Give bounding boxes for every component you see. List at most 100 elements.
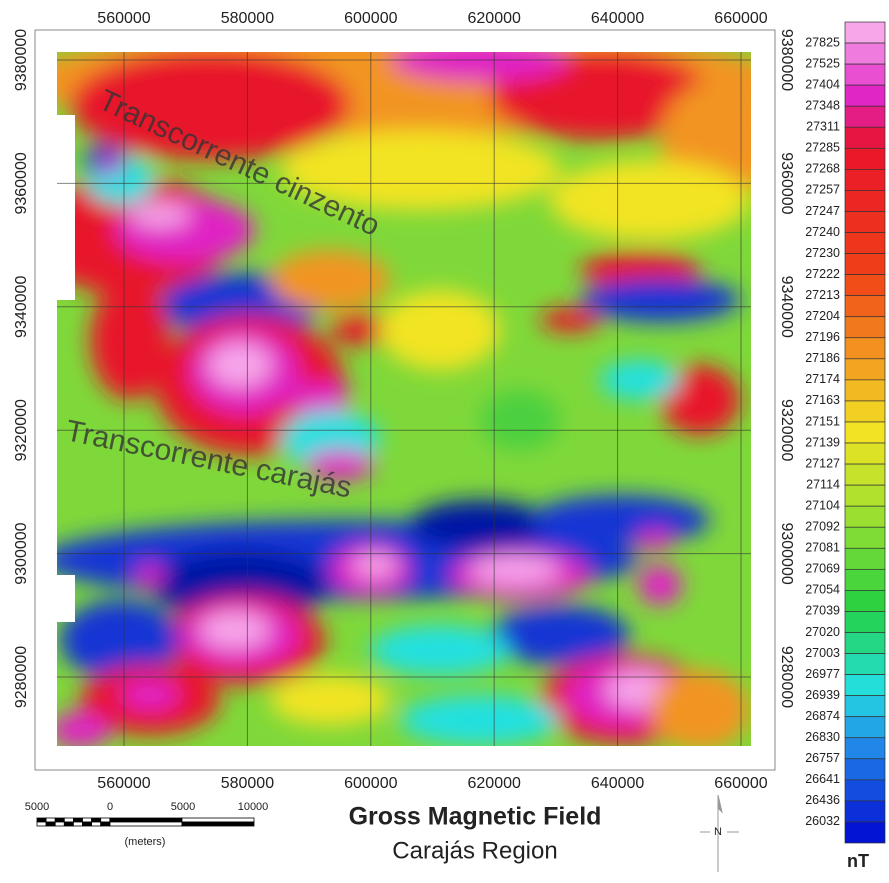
legend-swatch [845,233,885,254]
scale-bar: 5000 0 5000 10000 (meters) [25,801,269,848]
map-subtitle: Carajás Region [392,837,557,864]
legend-label: 26436 [805,793,840,807]
legend-label: 27092 [805,520,840,534]
legend-swatch [845,548,885,569]
legend-label: 27525 [805,56,840,70]
y-tick-label: 9280000 [13,646,30,708]
legend-label: 27285 [805,141,840,155]
scale-label: 5000 [171,801,195,813]
legend-label: 27003 [805,646,840,660]
y-tick-label: 9320000 [13,399,30,461]
y-tick-label: 9300000 [778,522,795,584]
legend-swatch [845,380,885,401]
map-title: Gross Magnetic Field [349,803,602,831]
legend-swatch [845,64,885,85]
legend-swatch [845,22,885,43]
legend-swatch [845,717,885,738]
legend-swatch [845,611,885,632]
legend-label: 27054 [805,583,840,597]
legend-label: 27139 [805,435,840,449]
legend-label: 26830 [805,730,840,744]
legend-label: 27311 [806,120,840,134]
legend-label: 27174 [805,372,840,386]
x-tick-label: 600000 [344,775,397,792]
legend-label: 27081 [805,541,840,555]
no-data-area [57,115,75,300]
no-data-area [57,575,75,622]
legend-label: 27151 [805,414,840,428]
legend-label: 27020 [805,625,840,639]
legend-label: 27104 [805,498,840,512]
legend-swatch [845,296,885,317]
legend-swatch [845,738,885,759]
y-tick-label: 9280000 [778,646,795,708]
legend-swatch [845,822,885,843]
legend-label: 27039 [805,604,840,618]
legend-swatch [845,675,885,696]
legend-label: 26641 [805,772,840,786]
legend-label: 27222 [805,267,840,281]
scale-label: 10000 [238,801,269,813]
legend-label: 26977 [805,667,840,681]
legend-swatch [845,527,885,548]
legend-swatch [845,506,885,527]
y-tick-label: 9380000 [778,29,795,91]
legend-swatch [845,654,885,675]
y-tick-label: 9340000 [13,276,30,338]
y-tick-label: 9320000 [778,399,795,461]
legend-label: 27196 [805,330,840,344]
legend-swatch [845,780,885,801]
legend-label: 27230 [805,246,840,260]
legend-unit: nT [847,851,869,871]
legend-swatch [845,401,885,422]
color-legend: 2782527525274042734827311272852726827257… [805,22,885,843]
legend-swatch [845,211,885,232]
legend-swatch [845,443,885,464]
scale-unit: (meters) [125,836,166,848]
legend-label: 27069 [805,562,840,576]
legend-swatch [845,106,885,127]
legend-label: 27213 [805,288,840,302]
map-figure: 5600005600005800005800006000006000006200… [0,0,889,883]
legend-swatch [845,359,885,380]
north-arrow: N [700,795,739,872]
scale-label: 5000 [25,801,49,813]
legend-swatch [845,127,885,148]
x-tick-label: 620000 [468,775,521,792]
legend-swatch [845,696,885,717]
x-tick-label: 660000 [714,10,767,27]
y-tick-label: 9380000 [13,29,30,91]
legend-swatch [845,569,885,590]
legend-swatch [845,190,885,211]
legend-swatch [845,275,885,296]
legend-label: 27348 [805,99,840,113]
x-tick-label: 560000 [97,775,150,792]
legend-label: 27404 [805,77,840,91]
x-tick-label: 640000 [591,10,644,27]
legend-swatch [845,85,885,106]
legend-swatch [845,148,885,169]
scale-label: 0 [107,801,113,813]
legend-swatch [845,317,885,338]
x-tick-label: 580000 [221,775,274,792]
x-tick-label: 600000 [344,10,397,27]
legend-label: 27257 [805,183,840,197]
legend-swatch [845,485,885,506]
legend-label: 27825 [805,35,840,49]
legend-label: 27127 [805,456,840,470]
y-tick-label: 9340000 [778,276,795,338]
legend-swatch [845,801,885,822]
legend-swatch [845,464,885,485]
legend-label: 27114 [806,477,840,491]
magnetic-raster [20,25,780,750]
north-label: N [714,826,722,838]
legend-swatch [845,759,885,780]
y-tick-label: 9360000 [13,152,30,214]
legend-swatch [845,338,885,359]
legend-label: 27247 [805,204,840,218]
legend-label: 26939 [805,688,840,702]
legend-label: 26032 [805,814,840,828]
x-tick-label: 620000 [468,10,521,27]
x-tick-label: 640000 [591,775,644,792]
y-tick-label: 9360000 [778,152,795,214]
